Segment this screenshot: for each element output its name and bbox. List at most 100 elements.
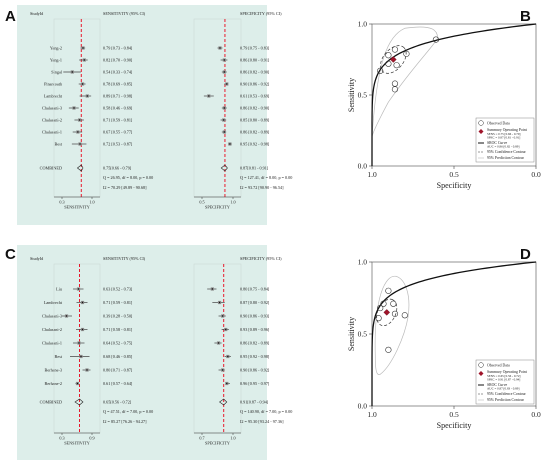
specificity-point-center	[217, 342, 220, 344]
study-label: Pinarcoath	[44, 81, 63, 86]
legend-box	[475, 117, 535, 163]
specificity-ci-text: 0.80 [0.75 - 0.84]	[240, 286, 270, 291]
legend-prediction-label: 95% Prediction Contour	[487, 156, 525, 160]
observed-point	[385, 60, 392, 67]
specificity-q-stat: Q = 127.41, df = 8.00, p = 0.00	[240, 175, 292, 181]
sensitivity-point-center	[79, 143, 81, 145]
sensitivity-i2-stat: I2 = 70.29 [49.89 - 90.68]	[103, 185, 147, 190]
observed-point	[385, 52, 392, 59]
sensitivity-combined-diamond	[76, 164, 84, 172]
specificity-tick-label: 0.7	[199, 436, 204, 441]
legend-summary-spec: SPEC = 0.91 [0.87 - 0.94]	[487, 378, 520, 382]
y-tick-label: 0.0	[358, 402, 368, 411]
legend-summary-symbol	[478, 129, 484, 134]
sensitivity-point-center	[78, 119, 81, 121]
observed-point	[391, 86, 399, 93]
specificity-ci-text: 0.86 [0.82 - 0.89]	[240, 340, 270, 345]
sensitivity-axis-label: SENSITIVITY	[64, 205, 90, 210]
legend-auc: AUC = 0.87 [0.83 - 0.89]	[487, 387, 519, 391]
specificity-point-center	[223, 107, 226, 109]
legend-summary-label: Summary Operating Point	[487, 370, 528, 374]
sensitivity-i2-stat: I2 = 85.27 [76.26 - 94.27]	[103, 419, 147, 424]
sensitivity-q-stat: Q = 47.51, df = 7.00, p = 0.00	[103, 409, 153, 415]
y-axis-label: Sensitivity	[347, 317, 356, 351]
specificity-combined-text: 0.91[0.87 - 0.94]	[240, 399, 269, 404]
forest-plot-c-background	[17, 245, 267, 460]
study-label: Chalasani-1	[42, 129, 62, 134]
specificity-header: SPECIFICITY (95% CI)	[240, 11, 282, 16]
legend-summary-symbol	[478, 371, 484, 376]
sensitivity-ci-text: 0.78 [0.69 - 0.85]	[103, 81, 133, 86]
sensitivity-ci-text: 0.64 [0.52 - 0.75]	[103, 340, 133, 345]
legend-observed-symbol	[478, 120, 484, 126]
study-label: Chalasani-2	[42, 327, 62, 332]
observed-point	[377, 304, 384, 312]
specificity-axis-label: SPECIFICITY	[205, 205, 230, 210]
x-tick-label: 0.0	[531, 410, 541, 419]
specificity-tick-label: 0.5	[199, 200, 204, 205]
observed-point	[393, 62, 400, 69]
y-axis-label: Sensitivity	[347, 78, 356, 112]
sensitivity-header: SENSITIVITY (95% CI)	[103, 11, 146, 16]
specificity-point-center	[227, 355, 229, 358]
specificity-point-center	[211, 288, 214, 290]
specificity-ci-text: 0.86 [0.82 - 0.89]	[240, 129, 270, 134]
specificity-ci-text: 0.86 [0.82 - 0.90]	[240, 105, 270, 110]
specificity-ci-text: 0.61 [0.53 - 0.69]	[240, 93, 270, 98]
observed-point	[385, 287, 392, 294]
specificity-ci-text: 0.95 [0.92 - 0.98]	[240, 141, 270, 146]
sensitivity-ci-text: 0.72 [0.53 - 0.87]	[103, 141, 133, 146]
x-tick-label: 0.0	[531, 170, 541, 179]
sensitivity-combined-text: 0.75[0.66 - 0.79]	[103, 165, 132, 170]
sensitivity-ci-text: 0.58 [0.46 - 0.69]	[103, 105, 133, 110]
x-axis-label: Specificity	[437, 421, 472, 430]
sensitivity-combined-text: 0.65[0.56 - 0.72]	[103, 399, 132, 404]
specificity-tick-label: 1.0	[230, 200, 235, 205]
observed-point	[401, 312, 408, 319]
x-axis-label: Specificity	[437, 181, 472, 190]
specificity-combined-diamond	[220, 164, 228, 172]
study-id-header: StudyId	[30, 256, 44, 261]
legend-box	[475, 359, 535, 405]
sensitivity-ci-text: 0.68 [0.46 - 0.85]	[103, 354, 133, 359]
specificity-ci-text: 0.85 [0.80 - 0.89]	[240, 117, 270, 122]
legend-observed-label: Observed Data	[487, 122, 510, 126]
sensitivity-ci-text: 0.39 [0.28 - 0.50]	[103, 313, 133, 318]
specificity-point-center	[223, 119, 225, 121]
study-id-header: StudyId	[30, 11, 44, 16]
sensitivity-point-center	[81, 301, 84, 304]
study-label: Berhane-2	[45, 381, 62, 386]
specificity-point-center	[223, 71, 226, 73]
study-label: Berhane-3	[45, 367, 62, 372]
panel-label-a: A	[5, 8, 16, 25]
legend-summary-sens: SENS = 0.65 [0.56 - 0.72]	[487, 374, 521, 378]
sensitivity-ci-text: 0.89 [0.71 - 0.98]	[103, 93, 133, 98]
specificity-ci-text: 0.87 [0.80 - 0.92]	[240, 300, 270, 305]
sensitivity-point-center	[65, 315, 68, 317]
sensitivity-ci-text: 0.71 [0.59 - 0.81]	[103, 117, 133, 122]
legend-sroc-label: SROC Curve	[487, 141, 507, 145]
specificity-point-center	[223, 131, 226, 133]
sensitivity-point-center	[86, 369, 88, 371]
specificity-point-center	[221, 315, 224, 317]
sensitivity-ci-text: 0.54 [0.33 - 0.74]	[103, 69, 133, 74]
observed-point	[380, 300, 387, 307]
prediction-contour	[374, 276, 410, 375]
specificity-point-center	[219, 47, 221, 49]
x-tick-label: 1.0	[367, 410, 377, 419]
y-tick-label: 1.0	[358, 20, 368, 29]
specificity-q-stat: Q = 140.90, df = 7.00, p = 0.00	[240, 409, 292, 415]
x-tick-label: 0.5	[449, 170, 459, 179]
study-label: Yang-1	[50, 57, 62, 62]
study-label: Chalasani-3	[42, 313, 62, 318]
legend-summary-label: Summary Operating Point	[487, 128, 528, 132]
sensitivity-point-center	[78, 342, 80, 344]
specificity-combined-diamond	[219, 398, 228, 406]
sensitivity-ci-text: 0.80 [0.71 - 0.87]	[103, 367, 133, 372]
specificity-ci-text: 0.95 [0.92 - 0.98]	[240, 354, 270, 359]
sensitivity-tick-label: 1.0	[89, 200, 94, 205]
sensitivity-point-center	[76, 382, 79, 385]
specificity-axis-label: SPECIFICITY	[205, 441, 230, 446]
